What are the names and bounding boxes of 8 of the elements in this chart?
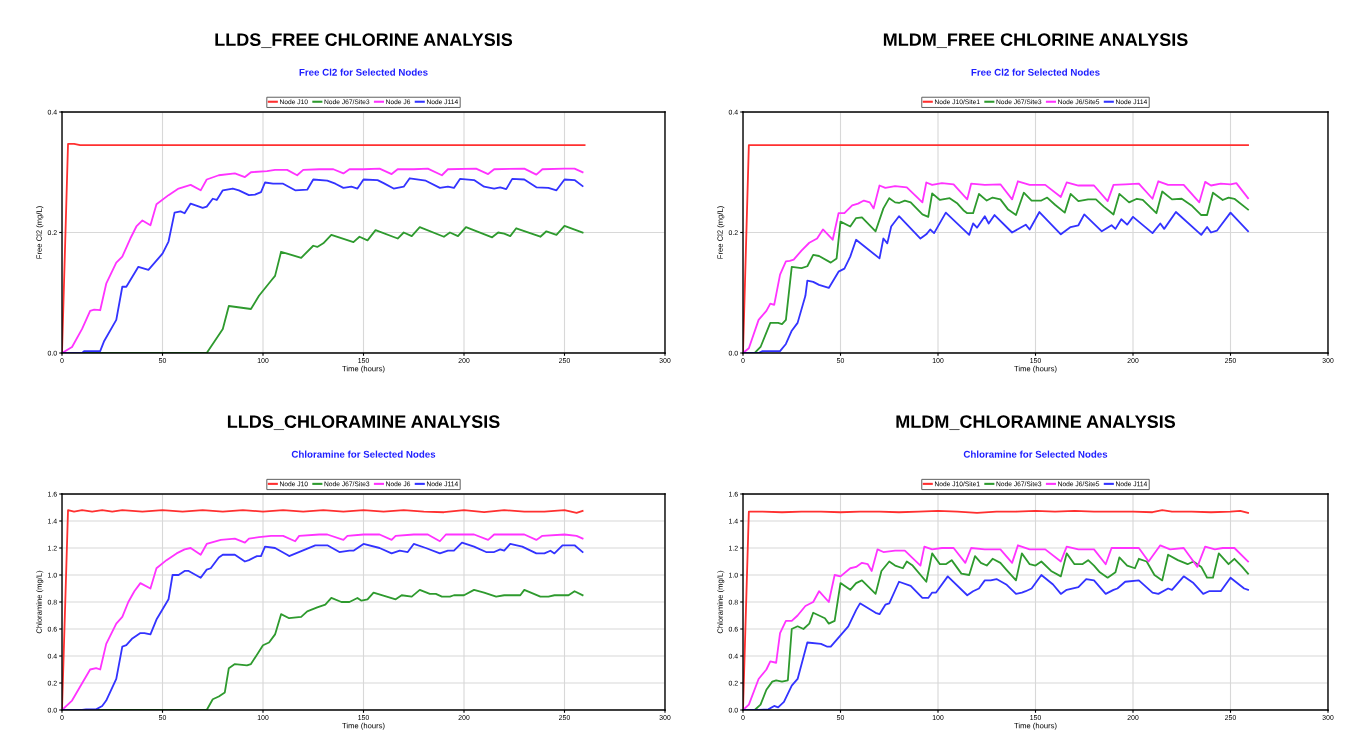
chart-title: MLDM_CHLORAMINE ANALYSIS — [896, 415, 1176, 431]
chart-title: LLDS_FREE CHLORINE ANALYSIS — [215, 33, 513, 49]
chart-subtitle: Free Cl2 for Selected Nodes — [299, 68, 428, 76]
chart-title: MLDM_FREE CHLORINE ANALYSIS — [883, 33, 1188, 49]
chart-title: LLDS_CHLORAMINE ANALYSIS — [227, 415, 500, 431]
chart-subtitle: Chloramine for Selected Nodes — [963, 450, 1108, 458]
chart-subtitle: Free Cl2 for Selected Nodes — [971, 68, 1100, 76]
chart-subtitle: Chloramine for Selected Nodes — [291, 450, 436, 458]
